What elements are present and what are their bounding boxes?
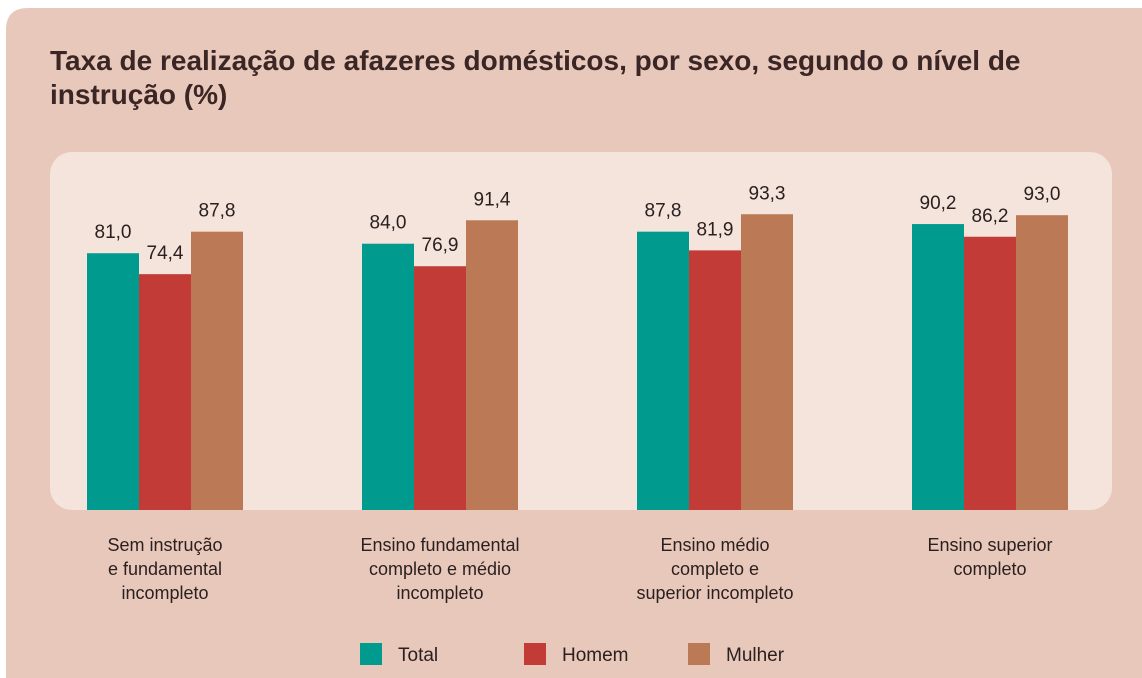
x-tick-label: completo e médio (369, 559, 511, 579)
value-label: 76,9 (422, 235, 459, 256)
x-tick-label: Ensino fundamental (360, 535, 519, 555)
bar (741, 214, 793, 510)
bar (689, 250, 741, 510)
x-tick-label: superior incompleto (636, 583, 793, 603)
x-tick-label: completo (953, 559, 1026, 579)
value-label: 90,2 (920, 193, 957, 214)
x-tick-label: completo e (671, 559, 759, 579)
x-tick-label: e fundamental (108, 559, 222, 579)
value-label: 87,8 (199, 201, 236, 222)
x-tick-label: Sem instrução (107, 535, 222, 555)
value-label: 93,0 (1024, 184, 1061, 205)
bar (964, 236, 1016, 510)
x-tick-label: Ensino superior (927, 535, 1052, 555)
bar (362, 243, 414, 510)
legend-swatch (688, 643, 710, 665)
plot-panel (50, 152, 1112, 510)
legend-swatch (360, 643, 382, 665)
bar (912, 224, 964, 511)
value-label: 93,3 (749, 183, 786, 204)
x-tick-label: Ensino médio (660, 535, 769, 555)
value-label: 84,0 (370, 213, 407, 234)
legend-swatch (524, 643, 546, 665)
bar (87, 253, 139, 511)
bar (414, 266, 466, 510)
value-label: 86,2 (972, 206, 1009, 227)
chart-title: Taxa de realização de afazeres doméstico… (50, 45, 1021, 110)
value-label: 81,9 (697, 219, 734, 240)
bar (191, 231, 243, 510)
bar (466, 220, 518, 510)
x-tick-label: incompleto (396, 583, 483, 603)
x-tick-label: incompleto (121, 583, 208, 603)
legend-label: Homem (562, 645, 629, 666)
value-label: 74,4 (147, 243, 184, 264)
value-label: 87,8 (645, 201, 682, 222)
legend-label: Total (398, 645, 438, 666)
bar (637, 231, 689, 510)
value-label: 91,4 (474, 189, 511, 210)
bar (139, 274, 191, 510)
bar (1016, 215, 1068, 510)
value-label: 81,0 (95, 222, 132, 243)
legend-label: Mulher (726, 645, 785, 666)
